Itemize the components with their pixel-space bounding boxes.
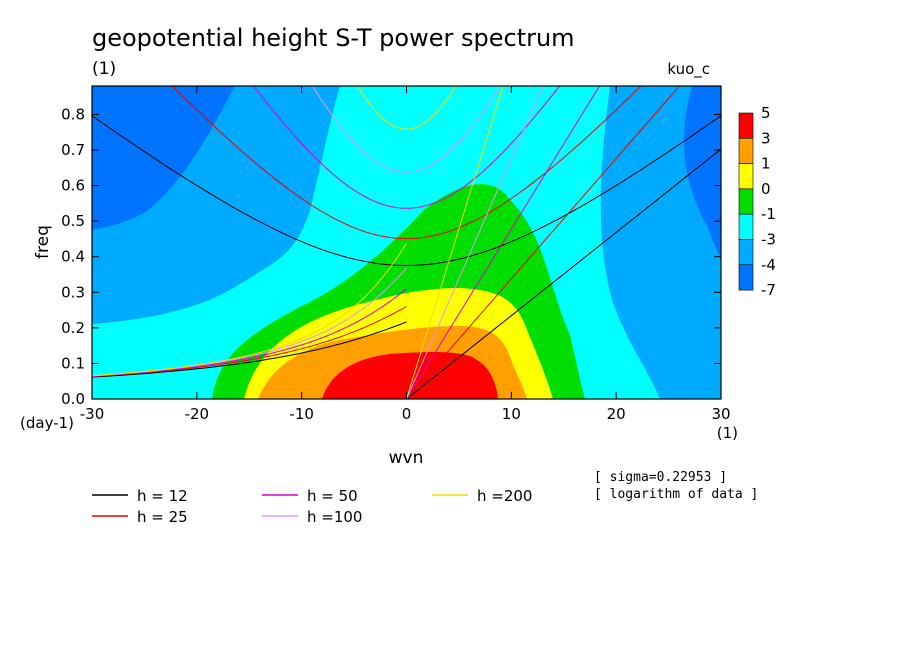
y-axis-label: freq (33, 225, 53, 259)
dispersion-curve-kelvin (406, 86, 504, 399)
y-tick-label: 0.5 (61, 212, 85, 230)
colorbar-label: -3 (761, 231, 776, 249)
dispersion-curve-ig (252, 86, 561, 209)
dispersion-curve-ig (92, 115, 721, 267)
legend: h = 12 h = 25 h = 50 h =100 h =200 (92, 487, 532, 526)
contour-region-dark-right (683, 86, 721, 258)
annotation-log: [ logarithm of data ] (594, 487, 758, 502)
colorbar: 5 3 1 0 -1 -3 -4 -7 (738, 104, 776, 299)
axis-ticks: -30 -20 -10 0 10 20 30 0.0 0.1 0.2 0.3 0.4 0.5 0.6 0.7… (61, 86, 731, 423)
dispersion-curve-kelvin (406, 86, 681, 399)
x-axis-unit: (1) (717, 424, 738, 442)
dispersion-curve-ig (311, 86, 502, 173)
y-tick-label: 0.6 (61, 177, 85, 195)
dispersion-curve-ig (357, 86, 456, 130)
y-tick-label: 0.4 (61, 248, 85, 266)
colorbar-label: 1 (761, 155, 771, 173)
dispersion-curve-mrg (92, 305, 407, 378)
y-tick-label: 0.2 (61, 319, 85, 337)
chart-subtitle-left: (1) (92, 59, 116, 79)
x-tick-label: 20 (607, 405, 626, 423)
dispersion-curve-mrg (92, 321, 407, 378)
colorbar-label: 5 (761, 104, 771, 122)
legend-label: h = 25 (137, 508, 188, 526)
legend-label: h =200 (477, 487, 532, 505)
y-tick-label: 0.1 (61, 354, 85, 372)
x-tick-label: -30 (80, 405, 105, 423)
x-tick-label: 0 (402, 405, 412, 423)
y-tick-label: 0.8 (61, 105, 85, 123)
colorbar-swatch (738, 112, 754, 139)
colorbar-swatch (738, 138, 754, 164)
plot-area (92, 86, 721, 399)
dispersion-curves (92, 86, 721, 399)
x-tick-label: -20 (185, 405, 210, 423)
colorbar-label: -1 (761, 205, 776, 223)
colorbar-label: 3 (761, 129, 771, 147)
x-tick-label: 10 (502, 405, 521, 423)
contour-region-dark-upper-left (92, 86, 235, 230)
x-tick-label: 30 (711, 405, 730, 423)
colorbar-swatch (738, 239, 754, 266)
x-tick-label: -10 (289, 405, 314, 423)
y-axis-unit: (day-1) (20, 414, 74, 432)
dispersion-curve-kelvin (406, 86, 544, 399)
colorbar-swatch (738, 188, 754, 215)
dispersion-curve-mrg (92, 243, 407, 377)
colorbar-label: 0 (761, 180, 771, 198)
annotation-sigma: [ sigma=0.22953 ] (594, 470, 727, 485)
y-tick-label: 0.7 (61, 141, 85, 159)
colorbar-label: -7 (761, 281, 776, 299)
dispersion-curve-kelvin (406, 148, 721, 399)
dispersion-curve-ig (171, 86, 642, 240)
colorbar-label: -4 (761, 256, 776, 274)
legend-label: h = 50 (307, 487, 358, 505)
y-tick-label: 0.3 (61, 283, 85, 301)
chart-title: geopotential height S-T power spectrum (92, 24, 575, 52)
x-axis-label: wvn (389, 448, 424, 468)
y-tick-label: 0.0 (61, 390, 85, 408)
colorbar-swatch (738, 264, 754, 291)
chart-subtitle-right: kuo_c (667, 60, 710, 79)
dispersion-curve-kelvin (406, 86, 601, 399)
legend-label: h = 12 (137, 487, 188, 505)
colorbar-swatch (738, 163, 754, 190)
colorbar-swatch (738, 213, 754, 240)
contour-region-red (322, 352, 498, 399)
legend-label: h =100 (307, 508, 362, 526)
